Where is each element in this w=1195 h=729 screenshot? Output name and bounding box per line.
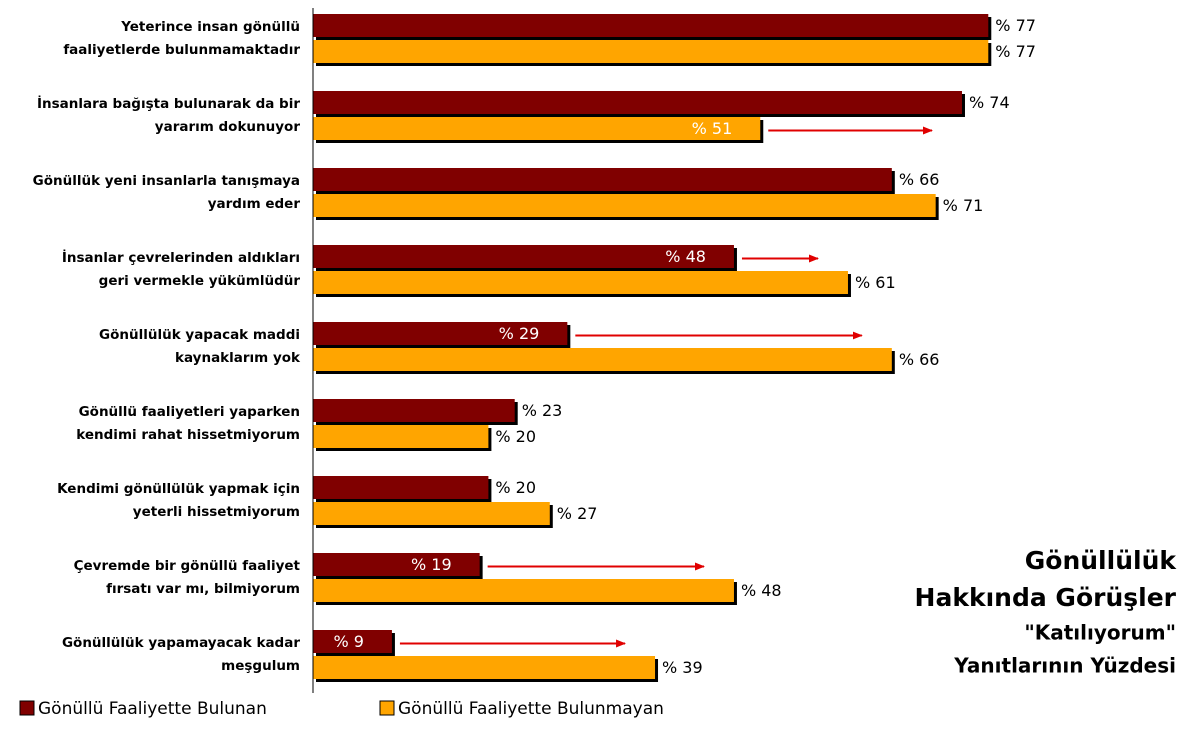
value-label: % 77 bbox=[995, 42, 1036, 61]
value-label: % 74 bbox=[969, 93, 1010, 112]
value-label: % 51 bbox=[692, 119, 733, 138]
bar bbox=[313, 476, 489, 499]
value-label: % 77 bbox=[995, 16, 1036, 35]
bar bbox=[313, 91, 962, 114]
category-label: Çevremde bir gönüllü faaliyet bbox=[74, 558, 301, 574]
category-label: faaliyetlerde bulunmamaktadır bbox=[63, 42, 300, 58]
bar bbox=[313, 271, 848, 294]
category-label: Yeterince insan gönüllü bbox=[120, 19, 300, 35]
chart-subtitle: Yanıtlarının Yüzdesi bbox=[953, 654, 1176, 678]
category-label: Gönüllü faaliyetleri yaparken bbox=[79, 404, 300, 420]
bar bbox=[313, 40, 989, 63]
value-label: % 66 bbox=[899, 350, 940, 369]
bar bbox=[313, 194, 936, 217]
value-label: % 48 bbox=[741, 581, 782, 600]
chart-title: Hakkında Görüşler bbox=[915, 583, 1177, 612]
bar bbox=[313, 322, 568, 345]
category-label: fırsatı var mı, bilmiyorum bbox=[106, 581, 300, 597]
legend-label: Gönüllü Faaliyette Bulunmayan bbox=[398, 699, 664, 719]
category-label: Gönüllük yeni insanlarla tanışmaya bbox=[33, 173, 300, 189]
category-label: İnsanlar çevrelerinden aldıkları bbox=[62, 249, 300, 266]
bar bbox=[313, 168, 892, 191]
value-label: % 20 bbox=[495, 478, 536, 497]
value-label: % 39 bbox=[662, 658, 703, 677]
value-label: % 66 bbox=[899, 170, 940, 189]
category-label: yararım dokunuyor bbox=[155, 119, 301, 135]
chart-title: Gönüllülük bbox=[1025, 546, 1178, 575]
bar bbox=[313, 502, 550, 525]
bar bbox=[313, 14, 989, 37]
bar bbox=[313, 579, 734, 602]
category-label: yeterli hissetmiyorum bbox=[133, 504, 300, 520]
category-label: Kendimi gönüllülük yapmak için bbox=[57, 481, 300, 497]
category-label: yardım eder bbox=[208, 196, 301, 212]
bar bbox=[313, 245, 734, 268]
value-label: % 71 bbox=[943, 196, 984, 215]
bar bbox=[313, 117, 761, 140]
category-label: Gönüllülük yapacak maddi bbox=[99, 327, 300, 343]
category-label: kendimi rahat hissetmiyorum bbox=[76, 427, 300, 443]
value-label: % 9 bbox=[333, 632, 363, 651]
category-label: geri vermekle yükümlüdür bbox=[99, 273, 301, 289]
value-label: % 20 bbox=[495, 427, 536, 446]
value-label: % 61 bbox=[855, 273, 896, 292]
bar bbox=[313, 630, 392, 653]
value-label: % 27 bbox=[557, 504, 598, 523]
bar bbox=[313, 399, 515, 422]
value-label: % 48 bbox=[665, 247, 706, 266]
bar bbox=[313, 553, 480, 576]
legend-swatch bbox=[379, 700, 395, 716]
category-label: Gönüllülük yapamayacak kadar bbox=[62, 635, 300, 651]
category-label: İnsanlara bağışta bulunarak da bir bbox=[37, 95, 300, 112]
category-label: meşgulum bbox=[221, 658, 300, 674]
category-label: kaynaklarım yok bbox=[175, 350, 301, 366]
legend-label: Gönüllü Faaliyette Bulunan bbox=[38, 699, 267, 719]
chart-subtitle: "Katılıyorum" bbox=[1024, 621, 1176, 645]
bar bbox=[313, 656, 656, 679]
bar bbox=[313, 425, 489, 448]
value-label: % 19 bbox=[411, 555, 452, 574]
bar bbox=[313, 348, 892, 371]
value-label: % 29 bbox=[499, 324, 540, 343]
value-label: % 23 bbox=[522, 401, 563, 420]
legend-swatch bbox=[19, 700, 35, 716]
